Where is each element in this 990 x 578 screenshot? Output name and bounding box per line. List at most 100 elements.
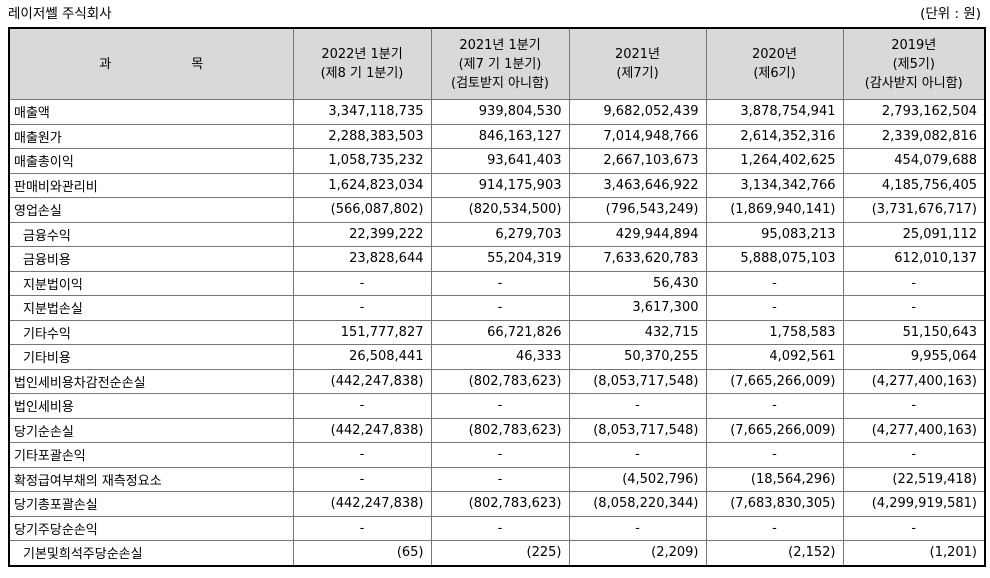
income-statement-table: 과 목 2022년 1분기 (제8 기 1분기) 2021년 1분기 (제7 기 1분… [8, 27, 986, 567]
table-row: 영업손실 (566,087,802) (820,534,500) (796,543,2… [8, 197, 986, 223]
value-cell: - [430, 515, 570, 541]
value-cell: (4,277,400,163) [842, 368, 986, 394]
value-cell: 2,288,383,503 [292, 123, 432, 149]
value-cell: - [842, 270, 986, 296]
value-cell: 95,083,213 [705, 221, 844, 247]
table-row: 판매비와관리비 1,624,823,034 914,175,903 3,463,646… [8, 172, 986, 198]
value-cell: (3,731,676,717) [842, 197, 986, 223]
value-cell: 914,175,903 [430, 172, 570, 198]
period-header-line: (제5기) [892, 56, 935, 72]
value-cell: (4,277,400,163) [842, 417, 986, 443]
value-cell: (4,299,919,581) [842, 491, 986, 517]
value-cell: 93,641,403 [430, 148, 570, 174]
period-header-line: 2019년 [891, 37, 937, 53]
unit-label: (단위 : 원) [920, 6, 981, 22]
period-header-cell: 2019년 (제5기) (감사받지 아니함) [842, 27, 986, 100]
value-cell: - [705, 295, 844, 321]
value-cell: 50,370,255 [568, 344, 707, 370]
table-row: 매출원가 2,288,383,503 846,163,127 7,014,948,76… [8, 123, 986, 149]
value-cell: 3,463,646,922 [568, 172, 707, 198]
value-cell: - [568, 393, 707, 419]
row-label: 기타포괄손익 [8, 442, 294, 468]
value-cell: (1,201) [842, 540, 986, 566]
table-row: 당기총포괄손실 (442,247,838) (802,783,623) (8,058,… [8, 491, 986, 517]
table-head: 과 목 2022년 1분기 (제8 기 1분기) 2021년 1분기 (제7 기 1분… [8, 27, 986, 100]
row-label: 당기주당순손익 [8, 515, 294, 541]
row-label: 판매비와관리비 [8, 172, 294, 198]
row-label: 법인세비용 [8, 393, 294, 419]
value-cell: - [568, 442, 707, 468]
table-row: 금융수익 22,399,222 6,279,703 429,944,894 95,083… [8, 221, 986, 247]
value-cell: - [292, 270, 432, 296]
account-header-left: 과 [99, 56, 112, 72]
value-cell: 51,150,643 [842, 319, 986, 345]
value-cell: 25,091,112 [842, 221, 986, 247]
table-row: 당기주당순손익 - - - - - [8, 515, 986, 541]
period-header-line: 2021년 [614, 47, 661, 62]
value-cell: - [292, 466, 432, 492]
row-label: 당기총포괄손실 [8, 491, 294, 517]
table-row: 기타비용 26,508,441 46,333 50,370,255 4,092,561 9… [8, 344, 986, 370]
value-cell: 3,617,300 [568, 295, 707, 321]
period-header-cell: 2020년 (제6기) [705, 27, 844, 100]
value-cell: 1,624,823,034 [292, 172, 432, 198]
value-cell: (8,053,717,548) [568, 368, 707, 394]
table-row: 당기순손실 (442,247,838) (802,783,623) (8,053,71… [8, 417, 986, 443]
value-cell: (4,502,796) [568, 466, 707, 492]
company-title: 레이저쎌 주식회사 [8, 6, 112, 22]
row-label: 기타수익 [8, 319, 294, 345]
value-cell: - [842, 442, 986, 468]
value-cell: (22,519,418) [842, 466, 986, 492]
value-cell: - [705, 393, 844, 419]
row-label: 지분법이익 [8, 270, 294, 296]
row-label: 매출액 [8, 99, 294, 125]
value-cell: - [292, 442, 432, 468]
period-header-line: (제7기) [616, 66, 659, 81]
table-body: 매출액 3,347,118,735 939,804,530 9,682,052,439… [8, 99, 986, 566]
row-label: 기본및희석주당순손실 [8, 540, 294, 566]
value-cell: 2,614,352,316 [705, 123, 844, 149]
period-header-line: 2022년 1분기 [321, 47, 403, 62]
value-cell: 3,347,118,735 [292, 99, 432, 125]
row-label: 기타비용 [8, 344, 294, 370]
value-cell: - [842, 295, 986, 321]
value-cell: - [430, 466, 570, 492]
row-label: 금융수익 [8, 221, 294, 247]
table-row: 매출총이익 1,058,735,232 93,641,403 2,667,103,67… [8, 148, 986, 174]
value-cell: 612,010,137 [842, 246, 986, 272]
period-header-cell: 2022년 1분기 (제8 기 1분기) [292, 27, 432, 100]
value-cell: 2,339,082,816 [842, 123, 986, 149]
account-header-cell: 과 목 [8, 27, 294, 100]
table-row: 기본및희석주당순손실 (65) (225) (2,209) (2,152) (1,201) [8, 540, 986, 566]
value-cell: 1,758,583 [705, 319, 844, 345]
table-row: 매출액 3,347,118,735 939,804,530 9,682,052,439… [8, 99, 986, 125]
value-cell: - [705, 270, 844, 296]
value-cell: - [430, 295, 570, 321]
value-cell: (802,783,623) [430, 417, 570, 443]
account-header-text: 과 목 [99, 55, 203, 74]
value-cell: (7,665,266,009) [705, 417, 844, 443]
value-cell: 9,682,052,439 [568, 99, 707, 125]
value-cell: (442,247,838) [292, 491, 432, 517]
value-cell: - [430, 442, 570, 468]
value-cell: - [292, 295, 432, 321]
value-cell: 55,204,319 [430, 246, 570, 272]
table-row: 법인세비용차감전순손실 (442,247,838) (802,783,623) (8,… [8, 368, 986, 394]
value-cell: - [430, 393, 570, 419]
value-cell: - [705, 515, 844, 541]
period-header-line: (제6기) [753, 66, 796, 81]
value-cell: 4,185,756,405 [842, 172, 986, 198]
account-header-right: 목 [191, 56, 204, 72]
header-row: 과 목 2022년 1분기 (제8 기 1분기) 2021년 1분기 (제7 기 1분… [8, 27, 986, 100]
value-cell: 939,804,530 [430, 99, 570, 125]
value-cell: 23,828,644 [292, 246, 432, 272]
value-cell: - [292, 515, 432, 541]
row-label: 영업손실 [8, 197, 294, 223]
value-cell: (796,543,249) [568, 197, 707, 223]
value-cell: 432,715 [568, 319, 707, 345]
row-label: 금융비용 [8, 246, 294, 272]
value-cell: - [292, 393, 432, 419]
row-label: 매출총이익 [8, 148, 294, 174]
value-cell: - [430, 270, 570, 296]
value-cell: 66,721,826 [430, 319, 570, 345]
